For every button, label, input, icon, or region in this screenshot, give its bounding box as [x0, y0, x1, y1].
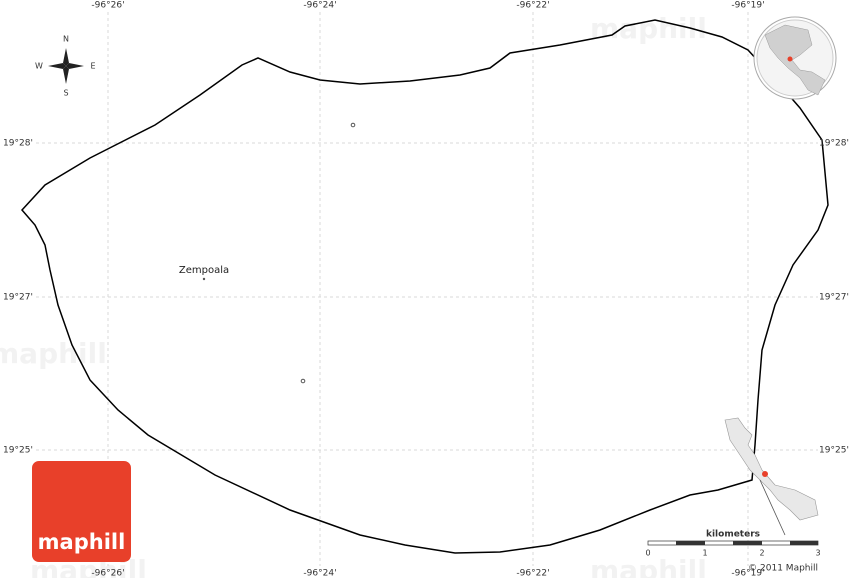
globe-land — [764, 24, 826, 96]
compass-arrow — [63, 66, 69, 84]
watermark: maphill — [590, 554, 707, 578]
scale-label: 2 — [759, 549, 764, 558]
scale-bar: kilometers 0 1 2 3 — [645, 530, 820, 558]
lat-label: 19°27' — [3, 293, 33, 303]
lon-label: -96°19' — [731, 569, 764, 578]
compass-n: N — [63, 35, 69, 44]
logo-box[interactable] — [32, 461, 131, 562]
compass-s: S — [63, 89, 68, 98]
lon-label: -96°24' — [303, 569, 336, 578]
scale-label: 3 — [815, 549, 820, 558]
copyright: © 2011 Maphill — [748, 564, 818, 574]
compass-arrow — [63, 48, 69, 66]
lat-label: 19°27' — [819, 293, 849, 303]
lat-label: 19°25' — [819, 446, 849, 456]
compass-arrow — [66, 63, 84, 69]
lon-label: -96°22' — [516, 569, 549, 578]
globe — [753, 16, 837, 100]
compass: N S W E — [35, 35, 95, 98]
scale-label: 1 — [702, 549, 707, 558]
watermark: maphill — [590, 12, 707, 45]
lat-label: 19°28' — [3, 139, 33, 149]
place-label: Zempoala — [179, 265, 229, 276]
place-dot — [300, 378, 306, 384]
globe-marker — [787, 56, 793, 62]
lon-label: -96°26' — [91, 569, 124, 578]
scale-segment — [790, 541, 818, 545]
lon-label: -96°26' — [91, 1, 124, 11]
logo-text[interactable]: maphill — [38, 530, 126, 554]
inset-map — [724, 417, 819, 521]
place-dot — [350, 122, 356, 128]
lat-label: 19°25' — [3, 446, 33, 456]
lat-label: 19°28' — [819, 139, 849, 149]
boundary — [20, 19, 829, 554]
place-dot — [202, 277, 206, 281]
watermark: maphill — [0, 337, 107, 370]
lon-label: -96°22' — [516, 1, 549, 11]
inset-marker — [762, 471, 768, 477]
compass-w: W — [35, 62, 43, 71]
logo[interactable]: maphill — [32, 461, 131, 562]
scale-unit: kilometers — [706, 530, 760, 540]
scale-label: 0 — [645, 549, 650, 558]
scale-segment — [676, 541, 705, 545]
compass-arrow — [48, 63, 66, 69]
lon-label: -96°19' — [731, 1, 764, 11]
inset-pointer — [759, 479, 786, 536]
graticule — [36, 12, 818, 566]
compass-e: E — [90, 62, 95, 71]
scale-segment — [733, 541, 762, 545]
latitude-labels: 19°28' 19°27' 19°25' 19°28' 19°27' 19°25… — [3, 139, 849, 456]
lon-label: -96°24' — [303, 1, 336, 11]
longitude-labels: -96°26' -96°24' -96°22' -96°19' -96°26' … — [91, 1, 764, 578]
